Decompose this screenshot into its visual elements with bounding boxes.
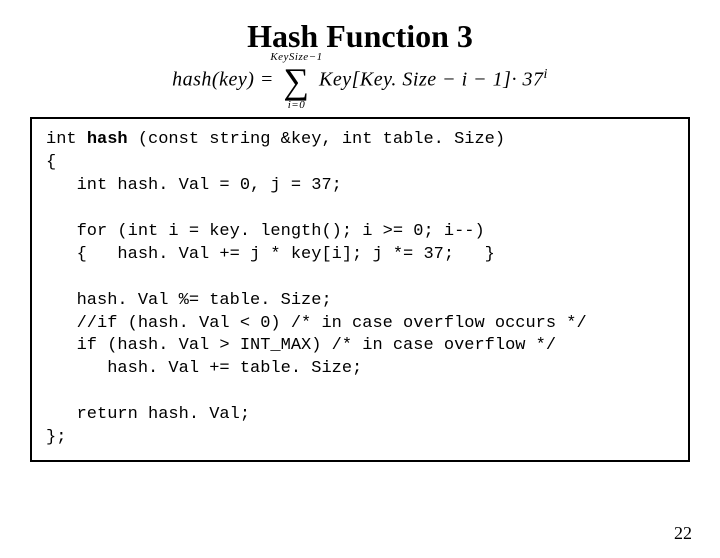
code-line-13: return hash. Val; bbox=[46, 405, 250, 424]
code-block: int hash (const string &key, int table. … bbox=[30, 117, 690, 462]
code-line-9: //if (hash. Val < 0) /* in case overflow… bbox=[46, 314, 587, 333]
code-line-2: { bbox=[46, 153, 56, 172]
page-number: 22 bbox=[674, 523, 692, 544]
code-line-11: hash. Val += table. Size; bbox=[46, 359, 362, 378]
formula-exponent: i bbox=[543, 67, 547, 82]
code-line-8: hash. Val %= table. Size; bbox=[46, 291, 332, 310]
formula-rhs: Key[Key. Size − i − 1]· 37 bbox=[319, 69, 543, 91]
sum-upper-limit: KeySize−1 bbox=[270, 51, 322, 63]
code-line-5: for (int i = key. length(); i >= 0; i--) bbox=[46, 222, 485, 241]
sigma-summation: KeySize−1 ∑ i=0 bbox=[283, 63, 309, 99]
formula-lhs: hash(key) = bbox=[172, 69, 274, 91]
code-line-1c: (const string &key, int table. Size) bbox=[128, 130, 505, 149]
slide-title: Hash Function 3 bbox=[0, 18, 720, 55]
code-line-6: { hash. Val += j * key[i]; j *= 37; } bbox=[46, 245, 495, 264]
sum-lower-limit: i=0 bbox=[288, 99, 305, 111]
code-line-1b: hash bbox=[87, 130, 128, 149]
code-line-14: }; bbox=[46, 428, 66, 447]
sigma-icon: ∑ bbox=[283, 61, 309, 101]
code-line-10: if (hash. Val > INT_MAX) /* in case over… bbox=[46, 336, 556, 355]
code-line-3: int hash. Val = 0, j = 37; bbox=[46, 176, 342, 195]
code-line-1a: int bbox=[46, 130, 87, 149]
hash-formula: hash(key) = KeySize−1 ∑ i=0 Key[Key. Siz… bbox=[0, 63, 720, 99]
